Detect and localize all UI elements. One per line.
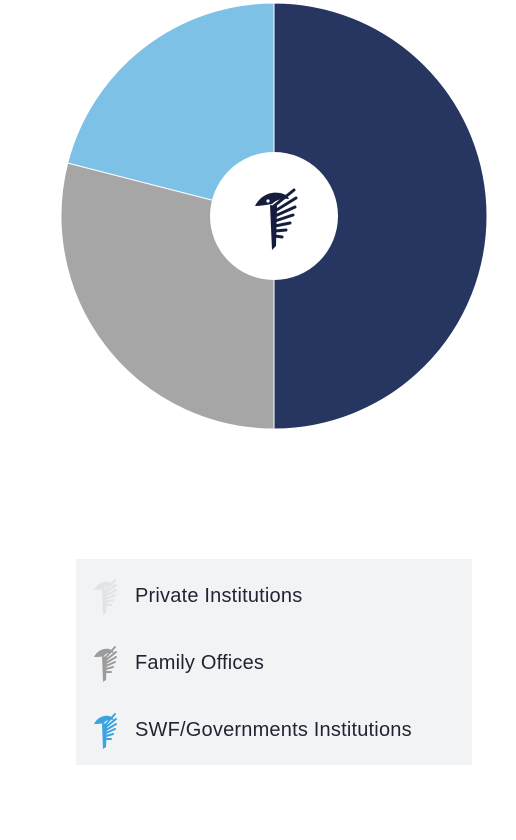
eagle-wing-logo-icon xyxy=(255,188,298,250)
pie-slice-0 xyxy=(273,2,488,430)
pie-slice-2 xyxy=(67,2,275,217)
eagle-wing-icon xyxy=(92,576,118,616)
legend-label: Private Institutions xyxy=(135,584,303,607)
legend-item-swf-governments-institutions: SWF/Governments Institutions xyxy=(76,710,472,750)
eagle-wing-icon-svg xyxy=(94,579,117,615)
legend-label: Family Offices xyxy=(135,651,265,674)
legend-item-private-institutions: Private Institutions xyxy=(76,576,472,616)
chart-legend: Private Institutions Family Offices SWF/… xyxy=(76,559,472,765)
legend-label: SWF/Governments Institutions xyxy=(135,718,412,741)
eagle-wing-icon xyxy=(92,710,118,750)
legend-item-family-offices: Family Offices xyxy=(76,643,472,683)
donut-chart xyxy=(60,2,488,430)
eagle-wing-icon-svg xyxy=(94,713,117,749)
donut-slices xyxy=(60,2,488,430)
eagle-wing-icon xyxy=(92,643,118,683)
eagle-wing-icon-svg xyxy=(94,646,117,682)
